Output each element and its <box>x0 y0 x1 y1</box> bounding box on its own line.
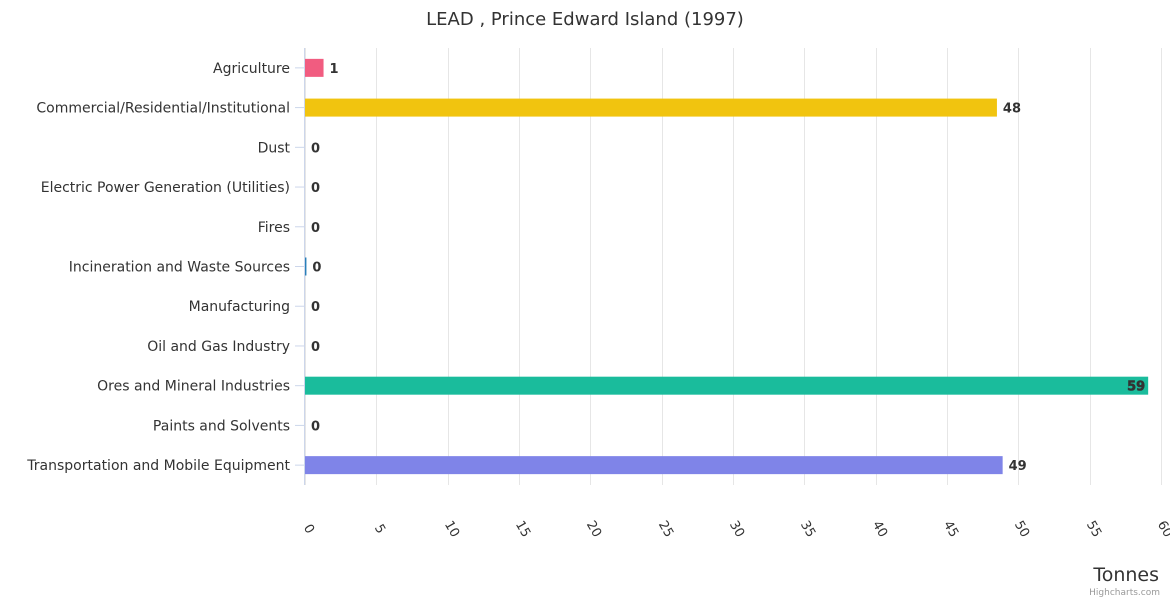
x-tick-label: 5 <box>371 522 388 537</box>
gridlines <box>295 48 1162 485</box>
category-label: Ores and Mineral Industries <box>97 379 290 395</box>
data-label: 0 <box>311 419 320 434</box>
x-tick-label: 25 <box>655 518 676 540</box>
category-label: Incineration and Waste Sources <box>69 260 290 276</box>
x-tick-label: 0 <box>300 522 317 537</box>
category-label: Fires <box>258 220 290 236</box>
bar[interactable] <box>305 456 1003 475</box>
data-label: 1 <box>330 62 339 77</box>
x-tick-label: 30 <box>726 518 747 540</box>
data-label: 48 <box>1003 102 1021 117</box>
category-label: Oil and Gas Industry <box>147 339 290 355</box>
category-labels: Agriculture Commercial/Residential/Instit… <box>26 61 290 474</box>
data-label: 0 <box>312 261 321 276</box>
category-label: Commercial/Residential/Institutional <box>36 101 290 117</box>
data-label: 49 <box>1009 459 1027 474</box>
category-label: Electric Power Generation (Utilities) <box>41 180 290 196</box>
category-label: Paints and Solvents <box>153 418 290 434</box>
bars <box>305 58 1149 475</box>
x-tick-label: 60 <box>1154 518 1170 540</box>
category-label: Agriculture <box>213 61 290 77</box>
category-label: Manufacturing <box>189 299 290 315</box>
x-tick-label: 20 <box>583 518 604 540</box>
x-tick-label: 50 <box>1011 518 1032 540</box>
bar[interactable] <box>305 98 997 117</box>
value-axis-title: Tonnes <box>1092 564 1159 586</box>
data-labels: 1 48 0 0 0 0 0 0 59 0 49 <box>311 62 1145 474</box>
x-tick-label: 10 <box>441 518 462 540</box>
x-tick-label: 55 <box>1083 518 1104 540</box>
x-tick-label: 15 <box>512 518 533 540</box>
category-label: Transportation and Mobile Equipment <box>26 458 290 474</box>
bar[interactable] <box>305 58 324 77</box>
chart-title: LEAD , Prince Edward Island (1997) <box>426 9 744 30</box>
data-label: 0 <box>311 141 320 156</box>
x-tick-label: 45 <box>940 518 961 540</box>
x-tick-label: 40 <box>869 518 890 540</box>
data-label: 0 <box>311 340 320 355</box>
bar[interactable] <box>305 257 307 276</box>
data-label: 0 <box>311 181 320 196</box>
bar[interactable] <box>305 376 1149 395</box>
data-label: 59 <box>1127 380 1145 395</box>
x-axis-tick-labels: 0 5 10 15 20 25 30 35 40 45 50 55 60 <box>300 518 1170 540</box>
x-tick-label: 35 <box>797 518 818 540</box>
data-label: 0 <box>311 221 320 236</box>
category-label: Dust <box>258 140 291 156</box>
credits-link[interactable]: Highcharts.com <box>1089 588 1160 598</box>
data-label: 0 <box>311 300 320 315</box>
